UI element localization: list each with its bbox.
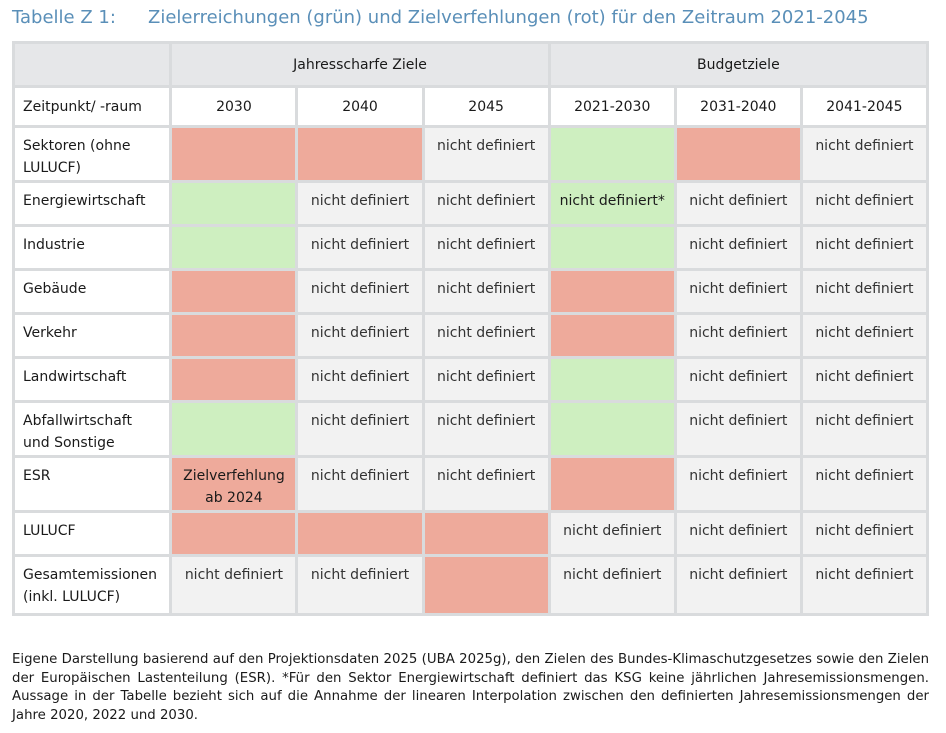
status-cell: nicht definiert [802,458,926,510]
row-label: Energiewirtschaft [15,183,170,224]
table-row: Sektoren (ohne LULUCF) nicht definiert nic… [15,128,926,180]
table-row: ESR Zielverfehlung ab 2024 nicht definiert… [15,458,926,510]
column-header: 2045 [424,88,548,125]
status-cell: nicht definiert [298,271,422,312]
status-cell: nicht definiert [298,458,422,510]
group-header-row: Jahresscharfe Ziele Budgetziele [15,44,926,85]
status-cell: nicht definiert [298,227,422,268]
status-cell: nicht definiert [550,557,674,613]
table-title: Zielerreichungen (grün) und Zielverfehlu… [148,7,869,28]
row-label: Gebäude [15,271,170,312]
status-cell: nicht definiert [298,403,422,455]
status-cell [676,128,800,180]
table-row: Energiewirtschaft nicht definiert nicht de… [15,183,926,224]
status-cell: nicht definiert [298,183,422,224]
group-header-budget-targets: Budgetziele [550,44,926,85]
status-cell [550,315,674,356]
row-label: ESR [15,458,170,510]
status-cell [550,458,674,510]
table-footnote: Eigene Darstellung basierend auf den Pro… [12,652,929,723]
target-achievement-table: Jahresscharfe Ziele Budgetziele Zeitpunk… [12,41,929,616]
status-cell: nicht definiert [802,359,926,400]
group-header-empty [15,44,170,85]
status-cell: nicht definiert* [550,183,674,224]
status-cell: nicht definiert [424,183,548,224]
column-header: 2040 [298,88,422,125]
status-cell: nicht definiert [424,128,548,180]
table-row: Abfallwirtschaft und Sonstige nicht defin… [15,403,926,455]
status-cell [550,128,674,180]
status-cell [172,271,296,312]
row-label: Landwirtschaft [15,359,170,400]
row-label: Sektoren (ohne LULUCF) [15,128,170,180]
group-header-annual-targets: Jahresscharfe Ziele [172,44,548,85]
status-cell [298,513,422,554]
table-row: Industrie nicht definiert nicht definiert n… [15,227,926,268]
status-cell [172,315,296,356]
status-cell: nicht definiert [424,271,548,312]
status-cell: nicht definiert [298,557,422,613]
table-row: Verkehr nicht definiert nicht definiert nic… [15,315,926,356]
status-cell: nicht definiert [298,315,422,356]
column-header-row: Zeitpunkt/ -raum 2030 2040 2045 2021-203… [15,88,926,125]
status-cell: nicht definiert [802,271,926,312]
status-cell: nicht definiert [676,557,800,613]
column-header: 2041-2045 [802,88,926,125]
status-cell: nicht definiert [802,183,926,224]
status-cell [550,271,674,312]
status-cell [550,403,674,455]
status-cell: nicht definiert [424,359,548,400]
status-cell [424,557,548,613]
status-cell: nicht definiert [802,227,926,268]
status-cell [424,513,548,554]
row-label: Gesamtemissionen (inkl. LULUCF) [15,557,170,613]
status-cell [172,513,296,554]
row-label: Verkehr [15,315,170,356]
status-cell: nicht definiert [550,513,674,554]
status-cell: nicht definiert [802,315,926,356]
table-number: Tabelle Z 1: [12,7,116,28]
status-cell: nicht definiert [676,227,800,268]
status-cell: nicht definiert [676,403,800,455]
column-header: 2031-2040 [676,88,800,125]
status-cell [550,359,674,400]
status-cell: nicht definiert [424,403,548,455]
table-row: Landwirtschaft nicht definiert nicht defin… [15,359,926,400]
status-cell: nicht definiert [676,271,800,312]
status-cell [172,128,296,180]
status-cell: nicht definiert [424,315,548,356]
column-header: 2030 [172,88,296,125]
status-cell: nicht definiert [424,227,548,268]
status-cell: Zielverfehlung ab 2024 [172,458,296,510]
row-label: Industrie [15,227,170,268]
table-row: Gebäude nicht definiert nicht definiert nic… [15,271,926,312]
column-header: 2021-2030 [550,88,674,125]
status-cell [550,227,674,268]
status-cell: nicht definiert [802,128,926,180]
status-cell: nicht definiert [424,458,548,510]
table-row: Gesamtemissionen (inkl. LULUCF) nicht def… [15,557,926,613]
status-cell: nicht definiert [676,183,800,224]
status-cell [172,403,296,455]
status-cell: nicht definiert [676,513,800,554]
status-cell [172,183,296,224]
table-row: LULUCF nicht definiert nicht definiert nich… [15,513,926,554]
status-cell [172,359,296,400]
status-cell: nicht definiert [676,315,800,356]
status-cell [172,227,296,268]
status-cell: nicht definiert [676,458,800,510]
status-cell: nicht definiert [298,359,422,400]
status-cell: nicht definiert [802,403,926,455]
status-cell: nicht definiert [802,513,926,554]
status-cell: nicht definiert [172,557,296,613]
column-header-period: Zeitpunkt/ -raum [15,88,170,125]
status-cell: nicht definiert [802,557,926,613]
row-label: LULUCF [15,513,170,554]
status-cell [298,128,422,180]
status-cell: nicht definiert [676,359,800,400]
row-label: Abfallwirtschaft und Sonstige [15,403,170,455]
